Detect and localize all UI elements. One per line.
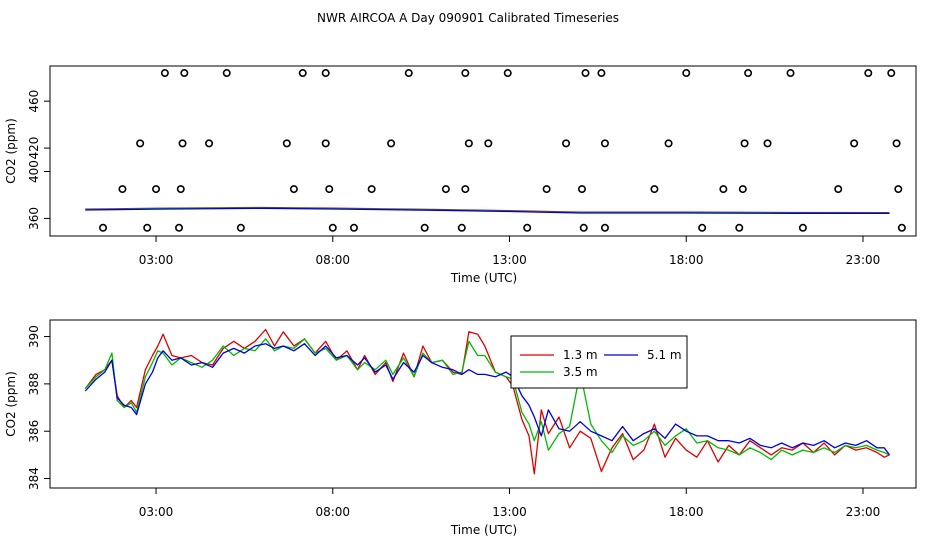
outlier-point: [738, 185, 747, 194]
x-tick-label: 18:00: [669, 253, 704, 267]
outlier-point: [420, 223, 429, 232]
y-tick-label: 384: [27, 467, 41, 490]
x-tick-label: 13:00: [492, 505, 527, 519]
series-line-3-5-m: [84, 338, 890, 461]
outlier-point: [664, 139, 673, 148]
outlier-point: [461, 185, 470, 194]
top-plot-frame: [49, 65, 917, 237]
top-y-axis-label: CO2 (ppm): [4, 118, 18, 184]
outlier-point: [834, 185, 843, 194]
outlier-point: [175, 223, 184, 232]
figure-title: NWR AIRCOA A Day 090901 Calibrated Times…: [317, 11, 619, 25]
outlier-point: [404, 69, 413, 78]
outlier-point: [367, 185, 376, 194]
y-tick-label: 390: [27, 325, 41, 348]
outlier-point: [289, 185, 298, 194]
outlier-point: [118, 185, 127, 194]
outlier-point: [600, 139, 609, 148]
x-tick-label: 23:00: [846, 253, 881, 267]
outlier-point: [577, 185, 586, 194]
outlier-point: [682, 69, 691, 78]
outlier-point: [763, 139, 772, 148]
outlier-point: [461, 69, 470, 78]
bottom-y-axis-label: CO2 (ppm): [4, 371, 18, 437]
outlier-point: [178, 139, 187, 148]
outlier-point: [152, 185, 161, 194]
x-tick-label: 08:00: [315, 253, 350, 267]
outlier-point: [542, 185, 551, 194]
outlier-point: [298, 69, 307, 78]
x-tick-label: 13:00: [492, 253, 527, 267]
x-tick-label: 18:00: [669, 505, 704, 519]
outlier-point: [328, 223, 337, 232]
outlier-point: [464, 139, 473, 148]
y-tick-label: 386: [27, 420, 41, 443]
outlier-point: [236, 223, 245, 232]
outlier-point: [740, 139, 749, 148]
legend-label-5-1m: 5.1 m: [647, 348, 682, 362]
outlier-point: [143, 223, 152, 232]
outlier-point: [503, 69, 512, 78]
x-tick-label: 03:00: [139, 253, 174, 267]
outlier-point: [735, 223, 744, 232]
outlier-point: [457, 223, 466, 232]
y-tick-label: 400: [27, 160, 41, 183]
outlier-point: [744, 69, 753, 78]
outlier-point: [562, 139, 571, 148]
outlier-point: [597, 69, 606, 78]
outlier-point: [99, 223, 108, 232]
outlier-point: [349, 223, 358, 232]
y-tick-label: 360: [27, 207, 41, 230]
outlier-point: [484, 139, 493, 148]
legend: 1.3 m 5.1 m 3.5 m: [510, 335, 688, 389]
x-tick-label: 03:00: [139, 505, 174, 519]
outlier-point: [321, 69, 330, 78]
outlier-point: [282, 139, 291, 148]
outlier-point: [864, 69, 873, 78]
outlier-point: [160, 69, 169, 78]
top-trace-blue: [85, 207, 890, 215]
outlier-point: [205, 139, 214, 148]
outlier-point: [387, 139, 396, 148]
outlier-point: [325, 185, 334, 194]
series-line-5-1-m: [84, 343, 891, 456]
legend-label-3-5m: 3.5 m: [563, 365, 598, 379]
bottom-x-axis-label: Time (UTC): [450, 523, 517, 537]
outlier-point: [523, 223, 532, 232]
outlier-point: [786, 69, 795, 78]
outlier-point: [897, 223, 906, 232]
legend-box: [510, 335, 688, 389]
outlier-point: [887, 69, 896, 78]
y-tick-label: 420: [27, 137, 41, 160]
outlier-point: [222, 69, 231, 78]
y-tick-label: 460: [27, 90, 41, 113]
outlier-point: [321, 139, 330, 148]
bottom-panel: 384 386 388 390 03:00 08:00 13:00 18:00 23:00 T…: [4, 319, 917, 537]
legend-label-1-3m: 1.3 m: [563, 348, 598, 362]
outlier-point: [894, 185, 903, 194]
top-x-axis-label: Time (UTC): [450, 271, 517, 285]
outlier-point: [581, 69, 590, 78]
outlier-point: [892, 139, 901, 148]
outlier-point: [650, 185, 659, 194]
series-line-1-3-m: [84, 328, 890, 475]
outlier-point: [719, 185, 728, 194]
outlier-point: [798, 223, 807, 232]
x-tick-label: 08:00: [315, 505, 350, 519]
y-tick-label: 388: [27, 372, 41, 395]
x-tick-label: 23:00: [846, 505, 881, 519]
outlier-point: [579, 223, 588, 232]
outlier-point: [600, 223, 609, 232]
outlier-point: [850, 139, 859, 148]
outlier-point: [698, 223, 707, 232]
outlier-point: [136, 139, 145, 148]
outlier-point: [180, 69, 189, 78]
outlier-point: [176, 185, 185, 194]
bottom-plot-frame: [49, 319, 917, 489]
outlier-point: [441, 185, 450, 194]
